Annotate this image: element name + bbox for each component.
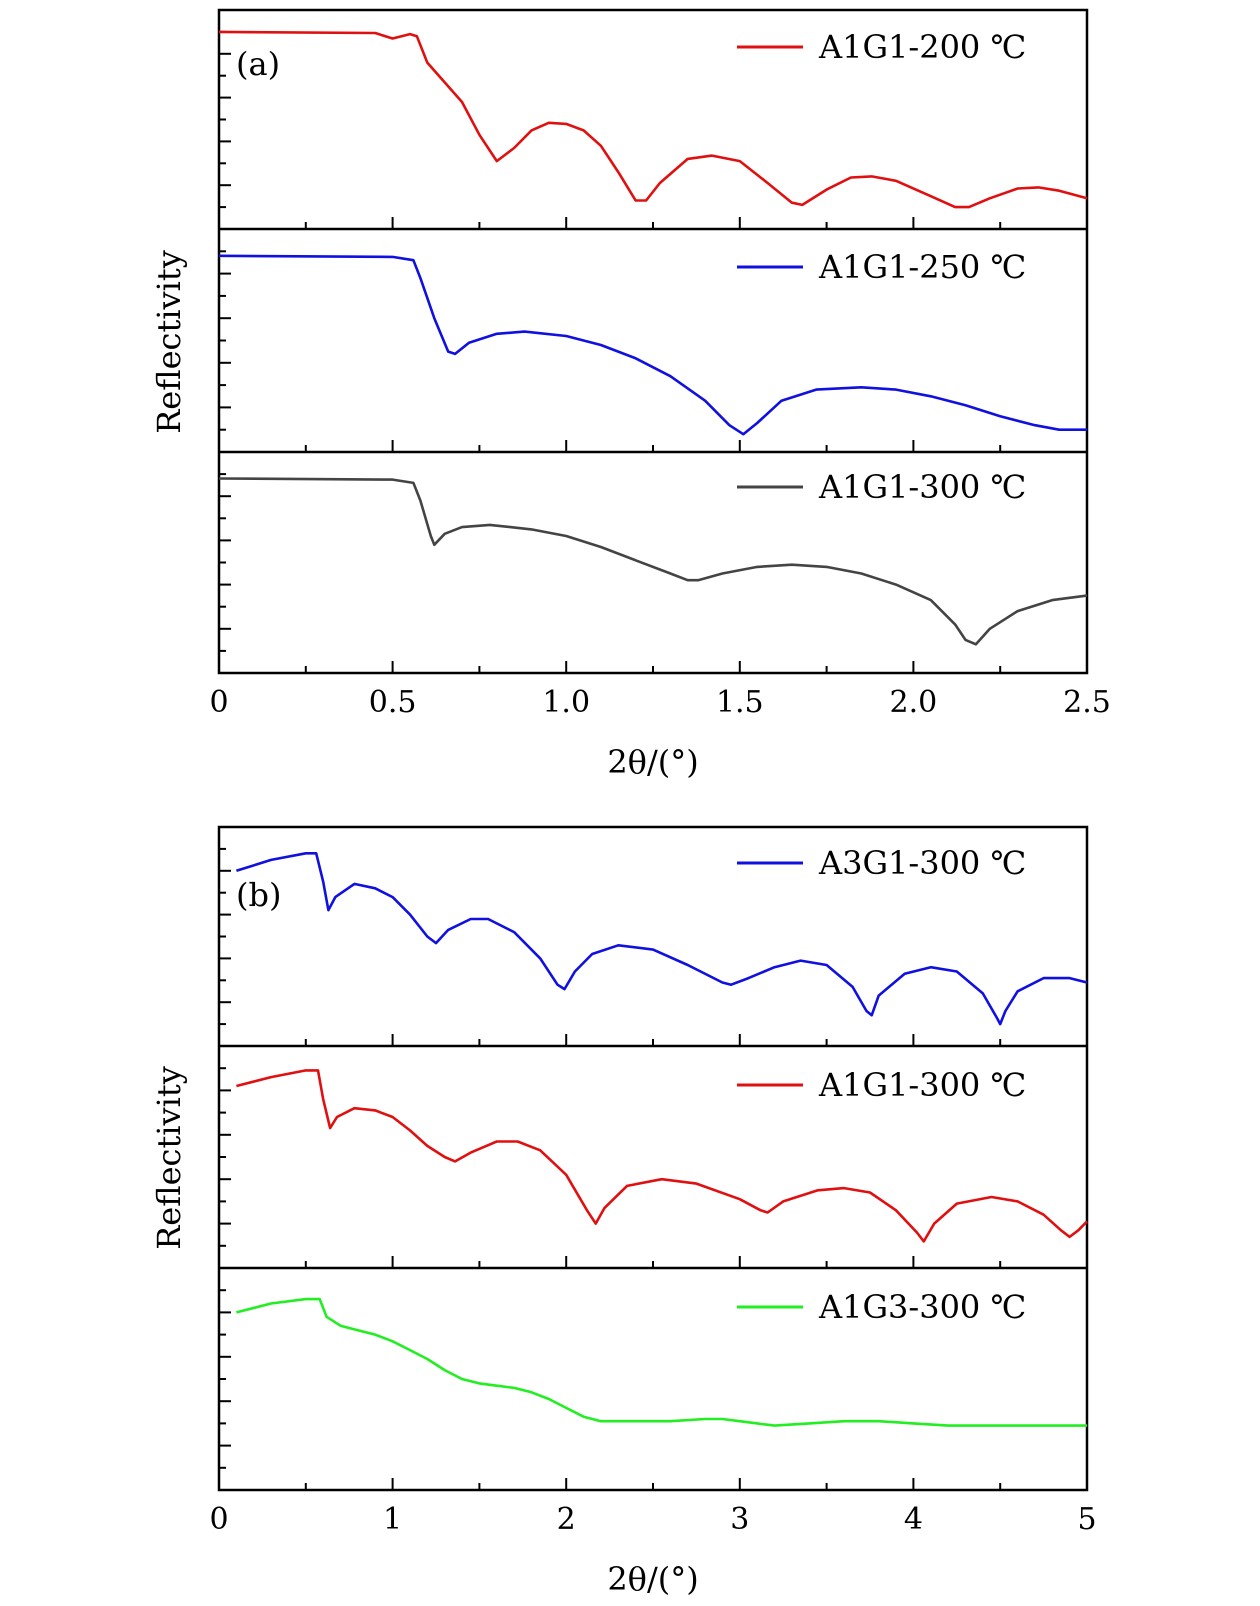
x-tick-label: 0.5 bbox=[369, 685, 417, 720]
series-line-b-0 bbox=[236, 852, 1088, 1026]
panel-a-x-tick-labels: 0 0.5 1.0 1.5 2.0 2.5 bbox=[209, 685, 1110, 720]
series-line-b-2 bbox=[236, 1297, 1087, 1427]
x-tick-label: 2.5 bbox=[1063, 685, 1111, 720]
legend-label: A3G1-300 ℃ bbox=[818, 844, 1026, 882]
x-tick-label: 2 bbox=[557, 1502, 576, 1537]
panel-b-legend: A3G1-300 ℃ A1G1-300 ℃ A1G3-300 ℃ bbox=[737, 844, 1026, 1326]
panel-b-x-axis-title: 2θ/(°) bbox=[607, 1560, 698, 1598]
series-line-a-0 bbox=[218, 30, 1088, 209]
panel-a-legend: A1G1-200 ℃ A1G1-250 ℃ A1G1-300 ℃ bbox=[737, 28, 1026, 506]
x-tick-label: 4 bbox=[904, 1502, 923, 1537]
legend-label: A1G1-250 ℃ bbox=[818, 248, 1026, 286]
series-line-a-2 bbox=[218, 477, 1088, 646]
x-tick-label: 1.5 bbox=[716, 685, 764, 720]
x-tick-label: 0 bbox=[209, 1502, 228, 1537]
panel-b-plot-area bbox=[217, 825, 1089, 1492]
panel-b-curves bbox=[236, 852, 1088, 1427]
panel-b-x-tick-labels: 0 1 2 3 4 5 bbox=[209, 1502, 1096, 1537]
x-tick-label: 2.0 bbox=[890, 685, 938, 720]
panel-b-frame bbox=[217, 825, 1089, 1492]
x-tick-label: 1 bbox=[383, 1502, 402, 1537]
panel-a-x-axis-title: 2θ/(°) bbox=[607, 743, 698, 781]
panel-a-ticks bbox=[218, 30, 1088, 673]
panel-a-y-axis-title: Reflectivity bbox=[150, 250, 188, 434]
legend-label: A1G1-300 ℃ bbox=[818, 1066, 1026, 1104]
x-tick-label: 5 bbox=[1077, 1502, 1096, 1537]
legend-label: A1G3-300 ℃ bbox=[818, 1288, 1026, 1326]
series-line-a-1 bbox=[218, 254, 1087, 436]
panel-b-ticks bbox=[218, 847, 1088, 1490]
legend-label: A1G1-300 ℃ bbox=[818, 468, 1026, 506]
x-tick-label: 1.0 bbox=[542, 685, 590, 720]
panel-b: (b) A3G1-300 ℃ A1G1-300 ℃ A1G3-300 ℃ 0 1 2 3 4… bbox=[150, 825, 1097, 1598]
x-tick-label: 0 bbox=[209, 685, 228, 720]
x-tick-label: 3 bbox=[730, 1502, 749, 1537]
panel-a-label: (a) bbox=[236, 45, 280, 83]
panel-a-curves bbox=[218, 30, 1088, 646]
legend-label: A1G1-200 ℃ bbox=[818, 28, 1026, 66]
panel-b-y-axis-title: Reflectivity bbox=[150, 1066, 188, 1250]
series-line-b-1 bbox=[236, 1069, 1088, 1243]
panel-a: (a) A1G1-200 ℃ A1G1-250 ℃ A1G1-300 ℃ 0 0.5 1… bbox=[150, 8, 1111, 781]
panel-a-frame bbox=[217, 8, 1089, 675]
panel-a-plot-area bbox=[217, 8, 1089, 675]
panel-b-label: (b) bbox=[236, 876, 281, 914]
